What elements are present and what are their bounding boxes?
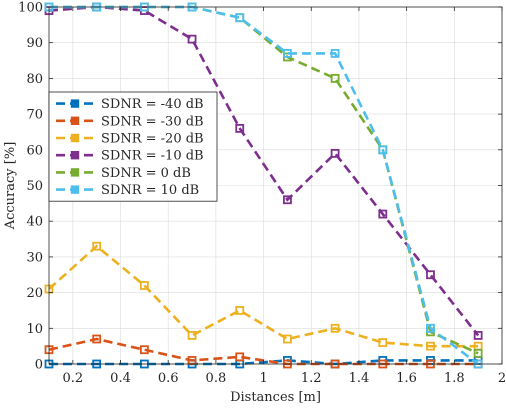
legend: SDNR = -40 dB SDNR = -30 dB SDNR = -20 dB S… xyxy=(48,91,218,202)
x-tick-label: 0.8 xyxy=(206,371,227,386)
data-point xyxy=(92,241,102,251)
data-point xyxy=(426,323,435,333)
y-tick-label: 80 xyxy=(26,72,43,87)
data-point xyxy=(473,348,483,358)
data-point xyxy=(330,74,340,83)
x-tick-label: 0.2 xyxy=(62,371,83,386)
y-tick-label: 100 xyxy=(18,1,43,16)
y-axis-label: Accuracy [%] xyxy=(3,142,18,231)
legend-marker xyxy=(70,185,80,194)
legend-marker xyxy=(70,116,80,126)
legend-label: SDNR = -10 dB xyxy=(101,149,204,164)
x-tick-label: 0.4 xyxy=(110,371,131,386)
data-point xyxy=(283,195,292,205)
axis-ticks: 0 10 20 30 40 50 60 70 80 90 100 0.2 0.4 0.6 0.8 1 1.2 1.… xyxy=(18,1,506,387)
data-point xyxy=(235,352,245,362)
data-point xyxy=(378,209,388,219)
y-tick-label: 60 xyxy=(26,143,43,158)
legend-label: SDNR = -40 dB xyxy=(101,97,204,112)
x-tick-label: 1.2 xyxy=(301,371,322,386)
legend-box xyxy=(48,91,218,202)
x-tick-label: 1.8 xyxy=(444,371,465,386)
legend-label: SDNR = 0 dB xyxy=(101,166,191,181)
x-axis-label: Distances [m] xyxy=(230,390,321,405)
y-tick-label: 40 xyxy=(26,215,43,230)
data-point xyxy=(92,334,102,344)
series-3 xyxy=(44,241,483,351)
data-point xyxy=(378,145,388,155)
legend-marker xyxy=(70,150,80,160)
y-tick-label: 10 xyxy=(26,322,43,337)
y-tick-label: 20 xyxy=(26,286,43,301)
data-point xyxy=(330,148,340,158)
data-point xyxy=(330,323,340,333)
legend-label: SDNR = 10 dB xyxy=(101,183,199,198)
legend-marker xyxy=(70,133,80,143)
data-point xyxy=(378,338,388,347)
legend-marker xyxy=(70,168,80,177)
x-tick-label: 2 xyxy=(498,371,506,386)
data-point xyxy=(187,34,197,44)
legend-label: SDNR = -30 dB xyxy=(101,114,204,129)
y-tick-label: 0 xyxy=(35,358,43,373)
data-point xyxy=(283,334,292,344)
data-point xyxy=(139,345,149,355)
series-line xyxy=(48,244,479,348)
data-point xyxy=(283,49,292,58)
y-tick-label: 30 xyxy=(26,250,43,265)
y-tick-label: 50 xyxy=(26,179,43,194)
data-point xyxy=(139,281,149,290)
data-point xyxy=(235,123,245,133)
data-point xyxy=(473,331,483,340)
data-point xyxy=(235,13,245,23)
data-point xyxy=(330,49,340,58)
y-tick-label: 90 xyxy=(26,36,43,51)
data-point xyxy=(235,306,245,315)
data-point xyxy=(426,270,435,280)
legend-marker xyxy=(70,99,80,108)
y-tick-label: 70 xyxy=(26,108,43,123)
x-tick-label: 1 xyxy=(259,371,267,386)
legend-label: SDNR = -20 dB xyxy=(101,132,204,147)
x-tick-label: 0.6 xyxy=(158,371,179,386)
data-point xyxy=(187,331,197,340)
x-tick-label: 1.6 xyxy=(396,371,417,386)
data-point xyxy=(426,341,435,351)
x-tick-label: 1.4 xyxy=(349,371,370,386)
